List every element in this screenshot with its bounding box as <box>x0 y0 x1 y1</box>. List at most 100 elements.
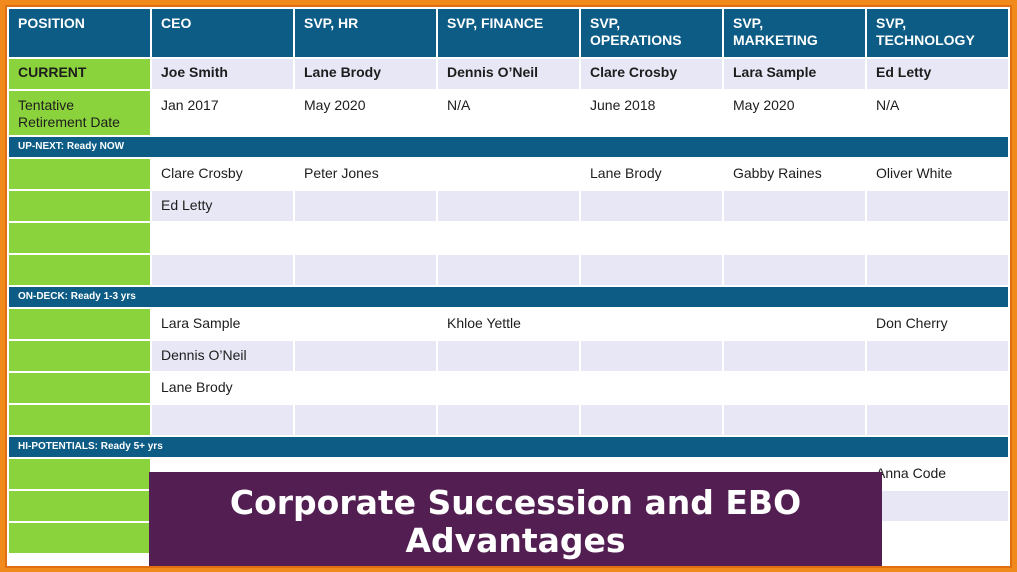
candidate-cell <box>724 373 865 403</box>
section-title: UP-NEXT: Ready NOW <box>9 137 1008 157</box>
retirement-date: N/A <box>867 91 1008 135</box>
current-holder: Clare Crosby <box>581 59 722 89</box>
retirement-date: Jan 2017 <box>152 91 293 135</box>
candidate-cell <box>867 491 1008 521</box>
retirement-date: May 2020 <box>295 91 436 135</box>
candidate-cell: Oliver White <box>867 159 1008 189</box>
row-label-cell <box>9 373 150 403</box>
retirement-label: Tentative Retirement Date <box>9 91 150 135</box>
candidate-cell <box>295 223 436 253</box>
candidate-row <box>9 223 1008 253</box>
row-label-cell <box>9 491 150 521</box>
candidate-cell <box>295 255 436 285</box>
row-label-cell <box>9 191 150 221</box>
candidate-cell: Anna Code <box>867 459 1008 489</box>
header-row: POSITION CEO SVP, HR SVP, FINANCE SVP, OPERAT… <box>9 9 1008 57</box>
candidate-cell <box>724 405 865 435</box>
current-holder: Lara Sample <box>724 59 865 89</box>
candidate-cell <box>867 405 1008 435</box>
row-label-cell <box>9 159 150 189</box>
candidate-row <box>9 255 1008 285</box>
candidate-cell: Peter Jones <box>295 159 436 189</box>
row-label-cell <box>9 255 150 285</box>
candidate-row: Lara Sample Khloe Yettle Don Cherry <box>9 309 1008 339</box>
candidate-row: Dennis O’Neil <box>9 341 1008 371</box>
candidate-cell: Lane Brody <box>581 159 722 189</box>
candidate-row: Ed Letty <box>9 191 1008 221</box>
header-cell: CEO <box>152 9 293 57</box>
candidate-row: Clare Crosby Peter Jones Lane Brody Gabby R… <box>9 159 1008 189</box>
candidate-cell: Lane Brody <box>152 373 293 403</box>
candidate-cell: Khloe Yettle <box>438 309 579 339</box>
candidate-cell <box>724 341 865 371</box>
retirement-row: Tentative Retirement Date Jan 2017 May 202… <box>9 91 1008 135</box>
current-holder: Dennis O’Neil <box>438 59 579 89</box>
row-label-cell <box>9 223 150 253</box>
candidate-cell <box>581 223 722 253</box>
row-label-cell <box>9 341 150 371</box>
row-label-cell <box>9 405 150 435</box>
candidate-cell <box>295 405 436 435</box>
candidate-cell <box>438 223 579 253</box>
candidate-cell <box>724 223 865 253</box>
row-label-cell <box>9 309 150 339</box>
candidate-row <box>9 405 1008 435</box>
candidate-cell <box>581 309 722 339</box>
candidate-cell <box>581 373 722 403</box>
candidate-cell <box>867 223 1008 253</box>
candidate-cell: Dennis O’Neil <box>152 341 293 371</box>
section-title: ON-DECK: Ready 1-3 yrs <box>9 287 1008 307</box>
row-label-cell <box>9 523 150 553</box>
candidate-cell <box>867 373 1008 403</box>
candidate-cell <box>724 191 865 221</box>
candidate-cell <box>438 255 579 285</box>
header-cell: POSITION <box>9 9 150 57</box>
candidate-cell <box>581 341 722 371</box>
candidate-cell <box>152 405 293 435</box>
candidate-cell <box>295 341 436 371</box>
candidate-cell <box>581 191 722 221</box>
header-cell: SVP, OPERATIONS <box>581 9 722 57</box>
candidate-cell <box>581 255 722 285</box>
section-header: UP-NEXT: Ready NOW <box>9 137 1008 157</box>
candidate-cell <box>295 191 436 221</box>
retirement-date: N/A <box>438 91 579 135</box>
candidate-cell <box>438 405 579 435</box>
candidate-cell <box>724 255 865 285</box>
candidate-cell <box>867 523 1008 553</box>
candidate-cell <box>438 159 579 189</box>
candidate-cell <box>867 255 1008 285</box>
candidate-cell <box>581 405 722 435</box>
section-title: HI-POTENTIALS: Ready 5+ yrs <box>9 437 1008 457</box>
retirement-date: June 2018 <box>581 91 722 135</box>
candidate-cell <box>724 309 865 339</box>
succession-chart-frame: POSITION CEO SVP, HR SVP, FINANCE SVP, OPERAT… <box>5 5 1012 568</box>
current-row: CURRENT Joe Smith Lane Brody Dennis O’Neil C… <box>9 59 1008 89</box>
header-cell: SVP, MARKETING <box>724 9 865 57</box>
title-banner: Corporate Succession and EBO Advantages <box>149 472 882 566</box>
candidate-cell: Gabby Raines <box>724 159 865 189</box>
candidate-cell: Clare Crosby <box>152 159 293 189</box>
current-holder: Lane Brody <box>295 59 436 89</box>
retirement-date: May 2020 <box>724 91 865 135</box>
row-label-cell <box>9 459 150 489</box>
candidate-cell <box>867 341 1008 371</box>
candidate-cell <box>438 341 579 371</box>
candidate-cell <box>295 309 436 339</box>
candidate-cell: Lara Sample <box>152 309 293 339</box>
header-cell: SVP, HR <box>295 9 436 57</box>
header-cell: SVP, TECHNOLOGY <box>867 9 1008 57</box>
candidate-cell: Don Cherry <box>867 309 1008 339</box>
candidate-cell <box>152 223 293 253</box>
candidate-cell <box>867 191 1008 221</box>
section-header: ON-DECK: Ready 1-3 yrs <box>9 287 1008 307</box>
header-cell: SVP, FINANCE <box>438 9 579 57</box>
candidate-cell: Ed Letty <box>152 191 293 221</box>
current-holder: Ed Letty <box>867 59 1008 89</box>
candidate-cell <box>295 373 436 403</box>
candidate-row: Lane Brody <box>9 373 1008 403</box>
current-label: CURRENT <box>9 59 150 89</box>
section-header: HI-POTENTIALS: Ready 5+ yrs <box>9 437 1008 457</box>
candidate-cell <box>438 373 579 403</box>
current-holder: Joe Smith <box>152 59 293 89</box>
